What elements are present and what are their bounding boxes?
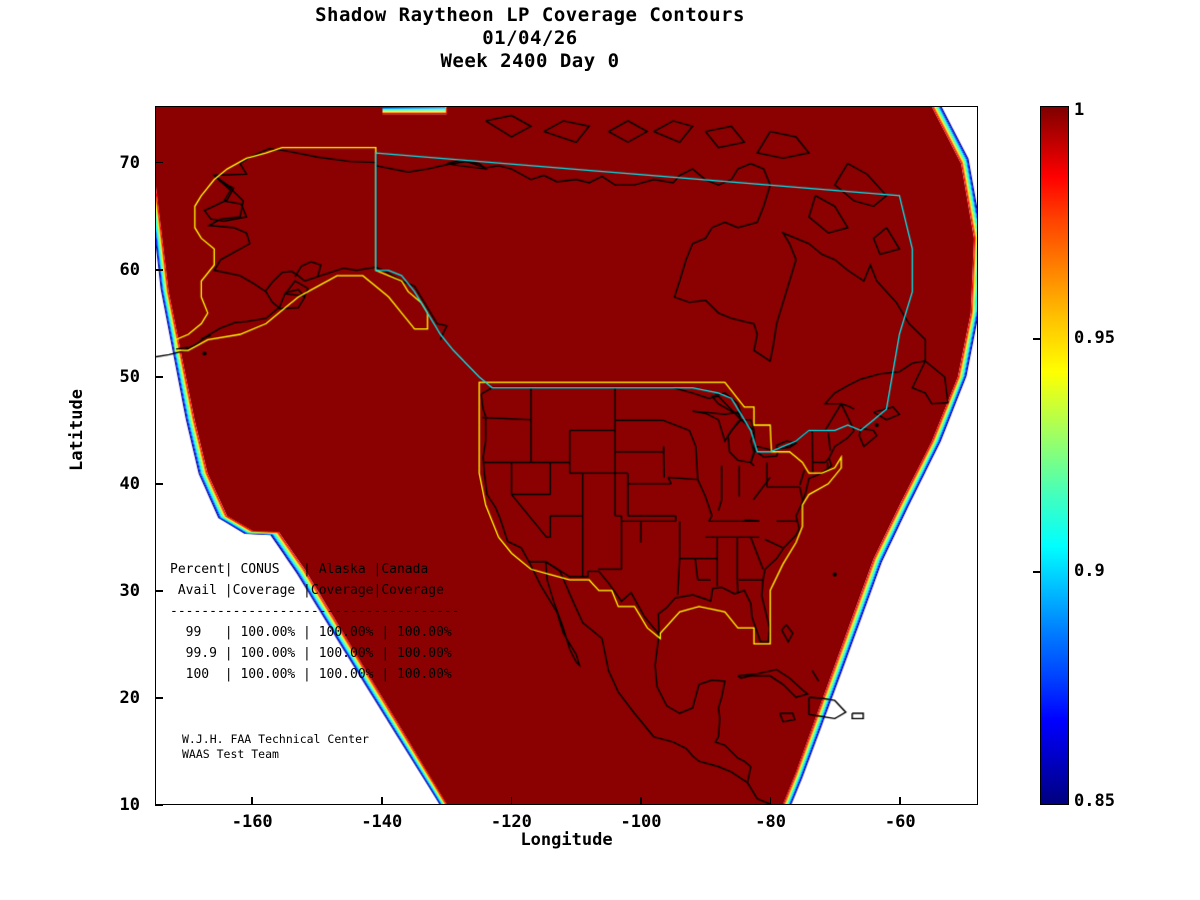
y-tick-label: 40 bbox=[119, 473, 140, 494]
attribution-line-2: WAAS Test Team bbox=[182, 747, 279, 761]
y-tick-mark bbox=[155, 376, 163, 378]
table-header-row-1: Percent| CONUS | Alaska |Canada bbox=[170, 562, 429, 577]
x-tick-label: -80 bbox=[755, 812, 786, 832]
colorbar-tick-label: 0.85 bbox=[1074, 791, 1115, 811]
coverage-summary-table: Percent| CONUS | Alaska |Canada Avail |C… bbox=[170, 559, 460, 685]
colorbar-tick-label: 0.9 bbox=[1074, 561, 1105, 581]
table-divider: ------------------------------------- bbox=[170, 604, 460, 619]
table-row: 100 | 100.00% | 100.00% | 100.00% bbox=[170, 667, 452, 682]
colorbar-tick-label: 1 bbox=[1074, 100, 1085, 120]
colorbar-tick-mark bbox=[1033, 338, 1041, 340]
y-tick-mark bbox=[155, 161, 163, 164]
x-tick-label: -120 bbox=[490, 812, 532, 832]
title-line-3: Week 2400 Day 0 bbox=[440, 50, 620, 72]
chart-title-block: Shadow Raytheon LP Coverage Contours 01/… bbox=[0, 4, 1060, 73]
map-plot-area[interactable] bbox=[155, 106, 978, 805]
y-tick-label: 60 bbox=[119, 259, 140, 280]
x-tick-label: -100 bbox=[620, 812, 662, 832]
x-tick-label: -60 bbox=[884, 812, 916, 832]
attribution-text: W.J.H. FAA Technical Center WAAS Test Te… bbox=[182, 732, 369, 762]
y-axis-title: Latitude bbox=[67, 389, 87, 471]
y-tick-label: 30 bbox=[119, 580, 140, 601]
coverage-contour-map bbox=[156, 107, 977, 804]
colorbar[interactable] bbox=[1040, 106, 1069, 805]
x-tick-mark bbox=[381, 797, 383, 805]
title-line-1: Shadow Raytheon LP Coverage Contours bbox=[315, 4, 745, 26]
x-tick-label: -160 bbox=[231, 812, 273, 832]
table-header-row-2: Avail |Coverage |Coverage|Coverage bbox=[170, 583, 444, 598]
x-tick-label: -140 bbox=[361, 812, 403, 832]
y-tick-mark bbox=[155, 269, 163, 271]
y-tick-mark bbox=[155, 590, 163, 592]
y-tick-label: 20 bbox=[119, 687, 140, 708]
y-tick-mark bbox=[155, 697, 163, 699]
x-tick-mark bbox=[769, 797, 772, 805]
y-tick-label: 10 bbox=[119, 795, 140, 815]
title-line-2: 01/04/26 bbox=[482, 27, 578, 49]
y-tick-mark bbox=[155, 804, 163, 806]
x-tick-mark bbox=[510, 797, 513, 805]
attribution-line-1: W.J.H. FAA Technical Center bbox=[182, 732, 369, 746]
x-tick-mark bbox=[640, 797, 642, 805]
x-tick-mark bbox=[251, 797, 253, 805]
y-tick-mark bbox=[155, 483, 163, 485]
colorbar-tick-mark bbox=[1033, 571, 1041, 573]
y-tick-label: 50 bbox=[119, 366, 140, 387]
x-axis-title: Longitude bbox=[520, 830, 613, 850]
y-tick-label: 70 bbox=[119, 152, 140, 173]
table-row: 99 | 100.00% | 100.00% | 100.00% bbox=[170, 625, 452, 640]
colorbar-gradient bbox=[1040, 106, 1069, 805]
x-tick-mark bbox=[899, 797, 901, 805]
table-row: 99.9 | 100.00% | 100.00% | 100.00% bbox=[170, 646, 452, 661]
colorbar-tick-label: 0.95 bbox=[1074, 328, 1115, 348]
